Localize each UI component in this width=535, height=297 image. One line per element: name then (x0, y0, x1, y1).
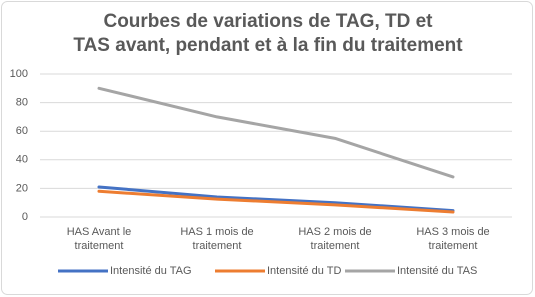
chart-title: Courbes de variations de TAG, TD et (103, 11, 433, 32)
series-line (97, 189, 455, 214)
x-tick-label: HAS Avant le (67, 226, 132, 238)
x-tick-label: HAS 1 mois de (180, 226, 253, 238)
series-line (97, 86, 455, 179)
x-tick-label: traitement (75, 240, 124, 252)
y-tick-label: 20 (16, 182, 28, 194)
x-tick-label: traitement (311, 240, 360, 252)
x-tick-label: HAS 2 mois de (298, 226, 371, 238)
chart-title: TAS avant, pendant et à la fin du traite… (73, 35, 463, 56)
legend-label: Intensité du TD (267, 265, 341, 277)
series-line (97, 185, 455, 213)
y-tick-label: 40 (16, 154, 28, 166)
y-tick-label: 0 (22, 211, 28, 223)
x-tick-label: traitement (429, 240, 478, 252)
x-tick-label: HAS 3 mois de (416, 226, 489, 238)
y-tick-label: 60 (16, 125, 28, 137)
x-tick-label: traitement (193, 240, 242, 252)
y-tick-label: 100 (10, 68, 28, 80)
legend-label: Intensité du TAS (397, 265, 477, 277)
legend-label: Intensité du TAG (110, 265, 192, 277)
y-tick-label: 80 (16, 97, 28, 109)
